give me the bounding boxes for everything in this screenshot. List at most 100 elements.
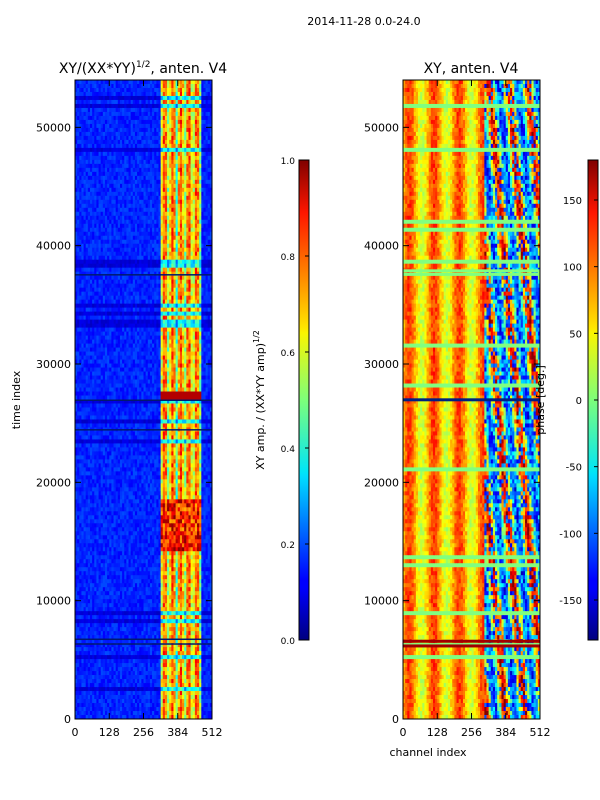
heatmap-cell	[167, 303, 170, 309]
heatmap-cell	[164, 119, 168, 125]
heatmap-cell	[107, 191, 110, 197]
heatmap-cell	[169, 327, 172, 333]
heatmap-cell	[81, 343, 84, 348]
heatmap-cell	[85, 327, 89, 333]
heatmap-cell	[98, 375, 102, 380]
heatmap-cell	[207, 151, 211, 157]
heatmap-cell	[190, 127, 194, 133]
heatmap-cell	[182, 375, 185, 380]
heatmap-cell	[111, 199, 114, 205]
heatmap-cell	[124, 123, 127, 129]
heatmap-cell	[194, 211, 198, 217]
heatmap-cell	[188, 363, 191, 368]
heatmap-cell	[89, 199, 93, 205]
heatmap-cell	[98, 119, 102, 125]
heatmap-cell	[104, 283, 108, 289]
heatmap-cell	[143, 179, 147, 185]
heatmap-cell	[109, 199, 112, 205]
heatmap-cell	[158, 263, 162, 269]
heatmap-cell	[182, 303, 185, 309]
heatmap-cell	[143, 287, 147, 293]
heatmap-cell	[102, 235, 106, 241]
heatmap-cell	[164, 355, 168, 360]
heatmap-cell	[109, 347, 112, 352]
heatmap-cell	[102, 243, 106, 249]
heatmap-cell	[141, 351, 144, 356]
heatmap-cell	[124, 255, 127, 261]
heatmap-cell	[201, 247, 204, 253]
heatmap-cell	[167, 199, 170, 205]
heatmap-cell	[143, 307, 147, 313]
heatmap-cell	[201, 359, 204, 364]
heatmap-cell	[134, 171, 138, 177]
heatmap-cell	[139, 295, 142, 301]
heatmap-cell	[205, 259, 209, 265]
heatmap-cell	[207, 351, 211, 356]
heatmap-cell	[132, 215, 136, 221]
heatmap-cell	[192, 215, 196, 221]
heatmap-cell	[89, 243, 93, 249]
heatmap-cell	[149, 363, 153, 368]
heatmap-cell	[139, 139, 142, 145]
heatmap-cell	[197, 139, 200, 145]
heatmap-cell	[119, 171, 123, 177]
heatmap-cell	[201, 183, 204, 189]
heatmap-cell	[139, 163, 142, 169]
heatmap-cell	[137, 351, 140, 356]
heatmap-cell	[134, 347, 138, 352]
heatmap-cell	[77, 163, 80, 169]
heatmap-cell	[184, 99, 187, 105]
heatmap-cell	[128, 171, 132, 177]
heatmap-cell	[77, 239, 80, 245]
heatmap-cell	[167, 315, 170, 321]
heatmap-cell	[197, 179, 200, 185]
heatmap-cell	[179, 167, 183, 173]
heatmap-cell	[152, 183, 155, 189]
heatmap-cell	[85, 91, 89, 97]
heatmap-cell	[115, 291, 119, 297]
heatmap-cell	[186, 359, 189, 364]
heatmap-cell	[75, 107, 78, 113]
heatmap-cell	[81, 167, 84, 173]
heatmap-cell	[102, 191, 106, 197]
heatmap-cell	[111, 103, 114, 109]
heatmap-cell	[154, 115, 157, 121]
heatmap-cell	[128, 203, 132, 209]
heatmap-cell	[104, 295, 108, 301]
heatmap-cell	[175, 331, 179, 336]
heatmap-cell	[160, 223, 164, 229]
heatmap-cell	[197, 307, 200, 313]
heatmap-cell	[122, 195, 125, 201]
heatmap-cell	[109, 295, 112, 301]
heatmap-cell	[199, 271, 202, 277]
heatmap-cell	[205, 371, 209, 376]
heatmap-cell	[145, 211, 149, 217]
heatmap-cell	[109, 115, 112, 121]
heatmap-cell	[139, 351, 142, 356]
heatmap-cell	[158, 279, 162, 285]
heatmap-cell	[134, 163, 138, 169]
heatmap-cell	[81, 255, 84, 261]
heatmap-cell	[115, 335, 119, 340]
heatmap-cell	[94, 131, 97, 137]
heatmap-cell	[96, 203, 99, 209]
heatmap-cell	[87, 187, 91, 193]
heatmap-cell	[124, 339, 127, 344]
heatmap-cell	[119, 167, 123, 173]
heatmap-cell	[124, 243, 127, 249]
heatmap-cell	[98, 215, 102, 221]
heatmap-cell	[149, 135, 153, 141]
heatmap-cell	[175, 251, 179, 257]
heatmap-cell	[177, 211, 181, 217]
heatmap-cell	[104, 359, 108, 364]
heatmap-cell	[141, 223, 144, 229]
heatmap-cell	[205, 347, 209, 352]
heatmap-cell	[194, 287, 198, 293]
heatmap-cell	[162, 243, 166, 249]
heatmap-cell	[128, 303, 132, 309]
heatmap-cell	[89, 247, 93, 253]
heatmap-cell	[96, 151, 99, 157]
heatmap-cell	[154, 331, 157, 336]
heatmap-cell	[156, 307, 159, 313]
heatmap-cell	[160, 319, 164, 325]
